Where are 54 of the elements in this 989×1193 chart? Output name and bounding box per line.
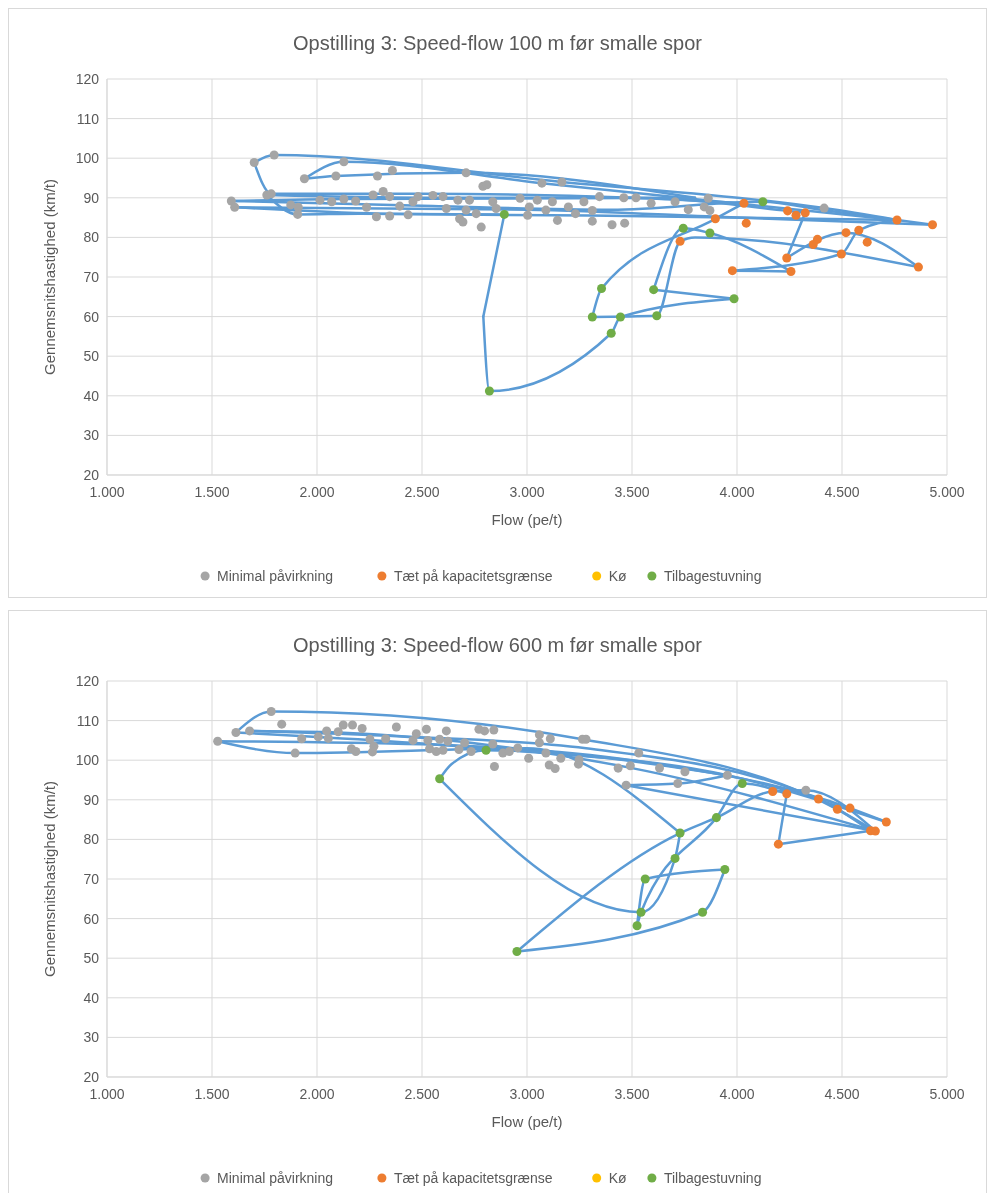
x-tick-label: 2.500 — [404, 484, 440, 500]
y-tick-label: 70 — [83, 870, 100, 887]
x-tick-label: 2.000 — [299, 1086, 335, 1102]
y-tick-label: 20 — [83, 466, 100, 483]
y-tick-label: 30 — [83, 1029, 100, 1046]
y-tick-label: 90 — [83, 189, 100, 206]
x-tick-label: 5.000 — [929, 1086, 965, 1102]
legend-label: Kø — [608, 567, 628, 584]
legend-label: Kø — [608, 1169, 628, 1186]
x-tick-label: 2.000 — [299, 484, 335, 500]
x-tick-label: 4.000 — [719, 1086, 755, 1102]
legend-label: Tilbagestuvning — [663, 567, 762, 584]
legend-label: Tæt på kapacitetsgrænse — [393, 1169, 553, 1186]
legend-label: Minimal påvirkning — [217, 1169, 334, 1186]
x-tick-label: 4.500 — [824, 1086, 860, 1102]
y-axis-title: Gennemsnitshastighed (km/t) — [41, 179, 58, 375]
y-tick-label: 110 — [76, 110, 100, 127]
x-tick-label: 3.500 — [614, 1086, 650, 1102]
y-tick-label: 120 — [75, 672, 100, 689]
legend-label: Tæt på kapacitetsgrænse — [393, 567, 553, 584]
y-tick-label: 50 — [83, 348, 100, 365]
x-tick-label: 5.000 — [929, 484, 965, 500]
y-axis-title: Gennemsnitshastighed (km/t) — [41, 781, 58, 977]
y-tick-label: 80 — [83, 229, 100, 246]
x-tick-label: 3.500 — [614, 484, 650, 500]
chart-title: Opstilling 3: Speed-flow 600 m før smalle spor — [292, 634, 703, 656]
x-tick-label: 3.000 — [509, 484, 545, 500]
x-tick-label: 4.000 — [719, 484, 755, 500]
x-axis-title: Flow (pe/t) — [491, 1113, 563, 1130]
legend-label: Tilbagestuvning — [663, 1169, 762, 1186]
x-tick-label: 2.500 — [404, 1086, 440, 1102]
x-tick-label: 1.000 — [89, 1086, 125, 1102]
x-tick-label: 1.500 — [194, 1086, 230, 1102]
y-tick-label: 100 — [75, 150, 100, 167]
y-tick-label: 40 — [83, 989, 100, 1006]
y-tick-label: 40 — [83, 387, 100, 404]
x-tick-label: 4.500 — [824, 484, 860, 500]
y-tick-label: 90 — [83, 791, 100, 808]
y-tick-label: 50 — [83, 950, 100, 967]
x-tick-label: 3.000 — [509, 1086, 545, 1102]
chart-title: Opstilling 3: Speed-flow 100 m før smalle spor — [292, 32, 703, 54]
x-tick-label: 1.000 — [89, 484, 125, 500]
y-tick-label: 80 — [83, 831, 100, 848]
y-tick-label: 100 — [75, 752, 100, 769]
y-tick-label: 120 — [75, 70, 100, 87]
y-tick-label: 110 — [76, 712, 100, 729]
y-tick-label: 20 — [83, 1068, 100, 1085]
x-axis-title: Flow (pe/t) — [491, 511, 563, 528]
y-tick-label: 70 — [83, 268, 100, 285]
legend-label: Minimal påvirkning — [217, 567, 334, 584]
y-tick-label: 60 — [83, 910, 100, 927]
y-tick-label: 30 — [83, 427, 100, 444]
x-tick-label: 1.500 — [194, 484, 230, 500]
y-tick-label: 60 — [83, 308, 100, 325]
